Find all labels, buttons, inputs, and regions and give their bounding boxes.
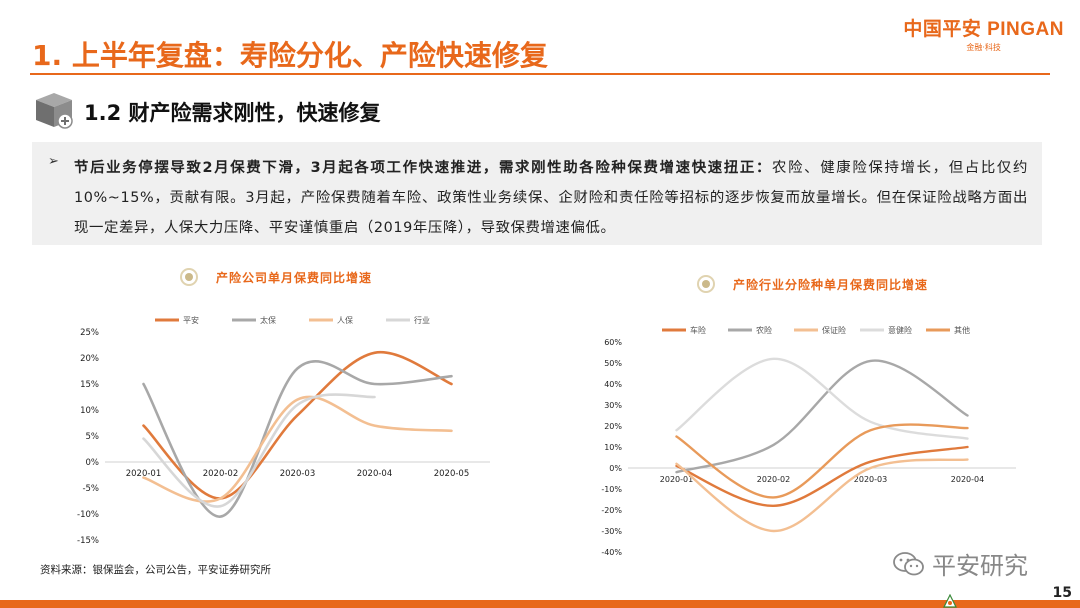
chart2-title-icon xyxy=(697,275,715,293)
source-note: 资料来源：银保监会，公司公告，平安证券研究所 xyxy=(40,564,271,576)
section-title: 1.2 财产险需求刚性，快速修复 xyxy=(84,101,381,125)
chart2-line-chart: 车险 农险 保证险 意健险 其他 60% 50% 40% 30% 20% 10% 0% -10% -20… xyxy=(601,325,1016,557)
chart1-series xyxy=(142,350,453,518)
summary-bold-text: 节后业务停摆导致2月保费下滑，3月起各项工作快速推进，需求刚性助各险种保费增速快… xyxy=(74,160,773,176)
chart1-title-icon xyxy=(180,268,198,286)
c1-y-tick-0: 25% xyxy=(80,328,99,338)
c1-x-tick-2: 2020-03 xyxy=(280,469,316,479)
c1-y-tick-4: 5% xyxy=(86,432,100,442)
c2-y-tick-8: -20% xyxy=(601,506,622,515)
c1-x-tick-4: 2020-05 xyxy=(434,469,470,479)
pingan-logo: 中国平安 PINGAN 金融·科技 xyxy=(903,14,1064,53)
c1-legend-label-2: 人保 xyxy=(337,315,353,325)
c2-x-tick-1: 2020-02 xyxy=(757,475,790,484)
logo-tagline: 金融·科技 xyxy=(966,43,1001,52)
watermark: 平安研究 xyxy=(892,546,1028,581)
c2-y-tick-6: 0% xyxy=(609,464,622,473)
footer-logo-icon xyxy=(943,594,957,608)
c1-legend-label-1: 太保 xyxy=(260,315,276,325)
chart2-x-axis: 2020-01 2020-02 2020-03 2020-04 xyxy=(660,475,984,484)
c2-legend-label-3: 意健险 xyxy=(888,325,912,335)
chart2-y-axis: 60% 50% 40% 30% 20% 10% 0% -10% -20% -30% -40% xyxy=(601,338,622,557)
c2-series-line-0 xyxy=(675,445,969,508)
c2-x-tick-2: 2020-03 xyxy=(854,475,887,484)
c1-y-tick-2: 15% xyxy=(80,380,99,390)
c1-x-tick-0: 2020-01 xyxy=(126,469,162,479)
chart1-legend: 平安 太保 人保 行业 xyxy=(155,315,430,325)
page-title: 1. 上半年复盘：寿险分化、产险快速修复 xyxy=(32,39,548,72)
c2-y-tick-10: -40% xyxy=(601,548,622,557)
c2-y-tick-2: 40% xyxy=(604,380,622,389)
summary-body-text: 农险、健康险保持增长，但占比仅约10%~15%，贡献有限。3月起，产险保费随着车… xyxy=(74,160,1028,236)
c1-y-tick-6: -5% xyxy=(82,484,99,494)
c2-legend-label-0: 车险 xyxy=(690,325,706,335)
chart1-line-chart: 平安 太保 人保 行业 25% 20% 15% 10% 5% 0% -5% -10% -15% 202… xyxy=(77,315,490,546)
chart2-title: 产险行业分险种单月保费同比增速 xyxy=(733,277,929,292)
box-icon xyxy=(36,93,73,129)
c2-y-tick-5: 10% xyxy=(604,443,622,452)
c1-series-line-0 xyxy=(142,350,453,500)
c2-series-line-3 xyxy=(675,357,969,440)
c2-y-tick-9: -30% xyxy=(601,527,622,536)
c2-legend-label-2: 保证险 xyxy=(822,325,846,335)
c2-y-tick-7: -10% xyxy=(601,485,622,494)
c2-series-line-4 xyxy=(675,423,969,499)
c2-series-line-2 xyxy=(675,458,969,533)
chart1-title-row: 产险公司单月保费同比增速 xyxy=(180,268,372,286)
logo-wordmark: 中国平安 PINGAN xyxy=(903,19,1064,40)
c1-legend-label-3: 行业 xyxy=(414,315,430,325)
c2-y-tick-0: 60% xyxy=(604,338,622,347)
c1-y-tick-7: -10% xyxy=(77,510,99,520)
chart2-legend: 车险 农险 保证险 意健险 其他 xyxy=(662,325,970,335)
summary-box: ➢ 节后业务停摆导致2月保费下滑，3月起各项工作快速推进，需求刚性助各险种保费增… xyxy=(32,142,1042,245)
c2-y-tick-1: 50% xyxy=(604,359,622,368)
summary-text: 节后业务停摆导致2月保费下滑，3月起各项工作快速推进，需求刚性助各险种保费增速快… xyxy=(74,153,1028,243)
chart2-series xyxy=(675,357,969,533)
c2-legend-label-4: 其他 xyxy=(954,325,970,335)
c1-legend-label-0: 平安 xyxy=(183,315,199,325)
c1-x-tick-3: 2020-04 xyxy=(357,469,393,479)
c1-series-line-2 xyxy=(142,395,453,503)
footer-bar xyxy=(0,600,1080,608)
chart1-y-axis: 25% 20% 15% 10% 5% 0% -5% -10% -15% xyxy=(77,328,99,546)
c2-x-tick-3: 2020-04 xyxy=(951,475,984,484)
watermark-text: 平安研究 xyxy=(932,552,1028,580)
wechat-icon xyxy=(893,551,924,575)
chart1-x-axis: 2020-01 2020-02 2020-03 2020-04 2020-05 xyxy=(126,469,470,479)
c1-y-tick-1: 20% xyxy=(80,354,99,364)
c1-y-tick-3: 10% xyxy=(80,406,99,416)
page-number: 15 xyxy=(1052,585,1072,601)
c1-x-tick-1: 2020-02 xyxy=(203,469,239,479)
c2-x-tick-0: 2020-01 xyxy=(660,475,693,484)
chart2-title-row: 产险行业分险种单月保费同比增速 xyxy=(697,275,928,293)
c2-y-tick-4: 20% xyxy=(604,422,622,431)
c2-legend-label-1: 农险 xyxy=(756,325,772,335)
bullet-arrow-icon: ➢ xyxy=(48,154,59,169)
c2-series-line-1 xyxy=(675,359,969,474)
c1-series-line-1 xyxy=(142,360,453,518)
c1-y-tick-8: -15% xyxy=(77,536,99,546)
c1-series-line-3 xyxy=(142,393,376,508)
c1-y-tick-5: 0% xyxy=(86,458,100,468)
chart1-title: 产险公司单月保费同比增速 xyxy=(216,270,373,285)
c2-y-tick-3: 30% xyxy=(604,401,622,410)
title-divider xyxy=(30,73,1050,75)
